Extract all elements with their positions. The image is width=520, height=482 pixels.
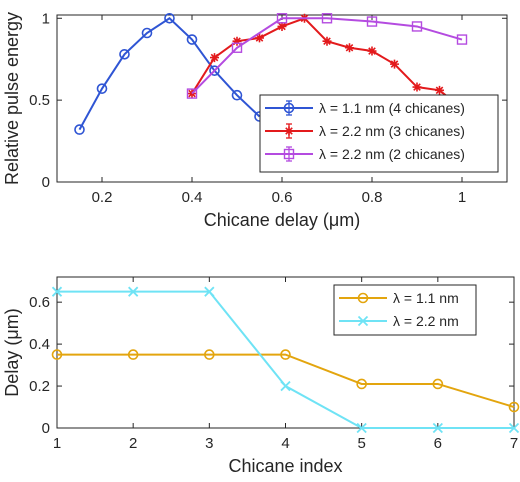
data-point <box>390 59 399 69</box>
x-tick-label: 5 <box>357 435 365 452</box>
data-point <box>231 89 243 101</box>
data-point <box>345 43 354 53</box>
data-point <box>119 48 130 60</box>
y-tick-label: 0.6 <box>29 294 50 311</box>
data-point <box>321 13 333 24</box>
series-0 <box>74 12 265 135</box>
data-point <box>280 380 291 392</box>
series-line <box>57 353 515 408</box>
series-0 <box>51 349 520 413</box>
y-tick-label: 0 <box>42 174 50 191</box>
y-tick-label: 0.2 <box>29 378 50 395</box>
series-line <box>78 17 261 131</box>
data-point <box>435 85 444 95</box>
x-tick-label: 6 <box>434 435 442 452</box>
x-tick-label: 2 <box>129 435 137 452</box>
data-point <box>432 422 443 434</box>
data-point <box>255 33 264 43</box>
legend-marker <box>283 148 295 160</box>
x-tick-label: 0.2 <box>92 189 113 206</box>
data-point <box>456 34 468 45</box>
data-point <box>209 65 220 76</box>
data-point <box>210 53 219 63</box>
legend-marker <box>357 292 369 304</box>
y-axis-label: Delay (μm) <box>2 308 22 396</box>
data-point <box>508 401 520 413</box>
data-point <box>280 349 291 360</box>
data-point <box>96 83 108 94</box>
legend: λ = 1.1 nm (4 chicanes) λ = 2.2 nm (3 chi… <box>259 94 499 173</box>
bottom-chart: 1 2 3 4 5 6 7 0 0.2 0.4 0.6 Chicane index Delay (μm)… <box>2 276 520 476</box>
data-point <box>356 422 367 434</box>
series-2 <box>186 13 468 99</box>
data-point <box>51 349 63 360</box>
legend-label: λ = 2.2 nm (2 chicanes) <box>319 146 465 162</box>
legend-marker <box>283 102 295 114</box>
y-tick-label: 0.4 <box>29 336 50 353</box>
data-point <box>74 124 85 135</box>
legend: λ = 1.1 nm λ = 2.2 nm <box>333 284 477 336</box>
legend-label: λ = 2.2 nm <box>393 313 459 329</box>
x-tick-label: 7 <box>510 435 518 452</box>
top-chart: 0.2 0.4 0.6 0.8 1 0 0.5 1 Chicane delay (μm) Rela… <box>2 10 508 230</box>
x-tick-label: 1 <box>53 435 61 452</box>
legend-box <box>333 284 477 336</box>
data-point <box>232 36 242 46</box>
data-point <box>127 349 139 360</box>
data-point <box>141 27 153 39</box>
legend-label: λ = 1.1 nm <box>393 290 459 306</box>
x-tick-label: 0.4 <box>182 189 203 206</box>
y-tick-label: 0 <box>42 420 50 437</box>
data-point <box>508 422 520 434</box>
x-tick-label: 1 <box>458 189 466 206</box>
data-point <box>432 378 444 390</box>
data-point <box>204 349 215 360</box>
y-axis-label: Relative pulse energy <box>2 12 22 185</box>
x-axis-label: Chicane delay (μm) <box>204 210 360 230</box>
data-point <box>356 378 367 390</box>
data-point <box>51 286 63 297</box>
legend-marker <box>357 315 369 327</box>
data-point <box>231 42 243 53</box>
x-tick-label: 3 <box>205 435 213 452</box>
data-point <box>128 286 139 297</box>
data-point <box>411 21 423 32</box>
x-tick-label: 0.8 <box>362 189 383 206</box>
y-tick-label: 0.5 <box>29 92 50 109</box>
legend-label: λ = 2.2 nm (3 chicanes) <box>319 123 465 139</box>
legend-marker <box>284 126 294 136</box>
data-point <box>277 21 287 31</box>
data-point <box>276 13 288 24</box>
data-point <box>366 16 378 27</box>
series-line <box>191 17 463 95</box>
data-point <box>412 82 422 92</box>
series-1 <box>51 286 520 434</box>
x-tick-label: 4 <box>281 435 289 452</box>
data-point <box>186 88 198 99</box>
legend-label: λ = 1.1 nm (4 chicanes) <box>319 100 465 116</box>
y-tick-label: 1 <box>42 10 50 27</box>
data-point <box>367 46 377 56</box>
data-point <box>164 12 175 24</box>
x-tick-label: 0.6 <box>272 189 293 206</box>
data-point <box>204 286 215 297</box>
data-point <box>186 34 198 45</box>
data-point <box>322 36 332 46</box>
x-axis-label: Chicane index <box>228 456 342 476</box>
